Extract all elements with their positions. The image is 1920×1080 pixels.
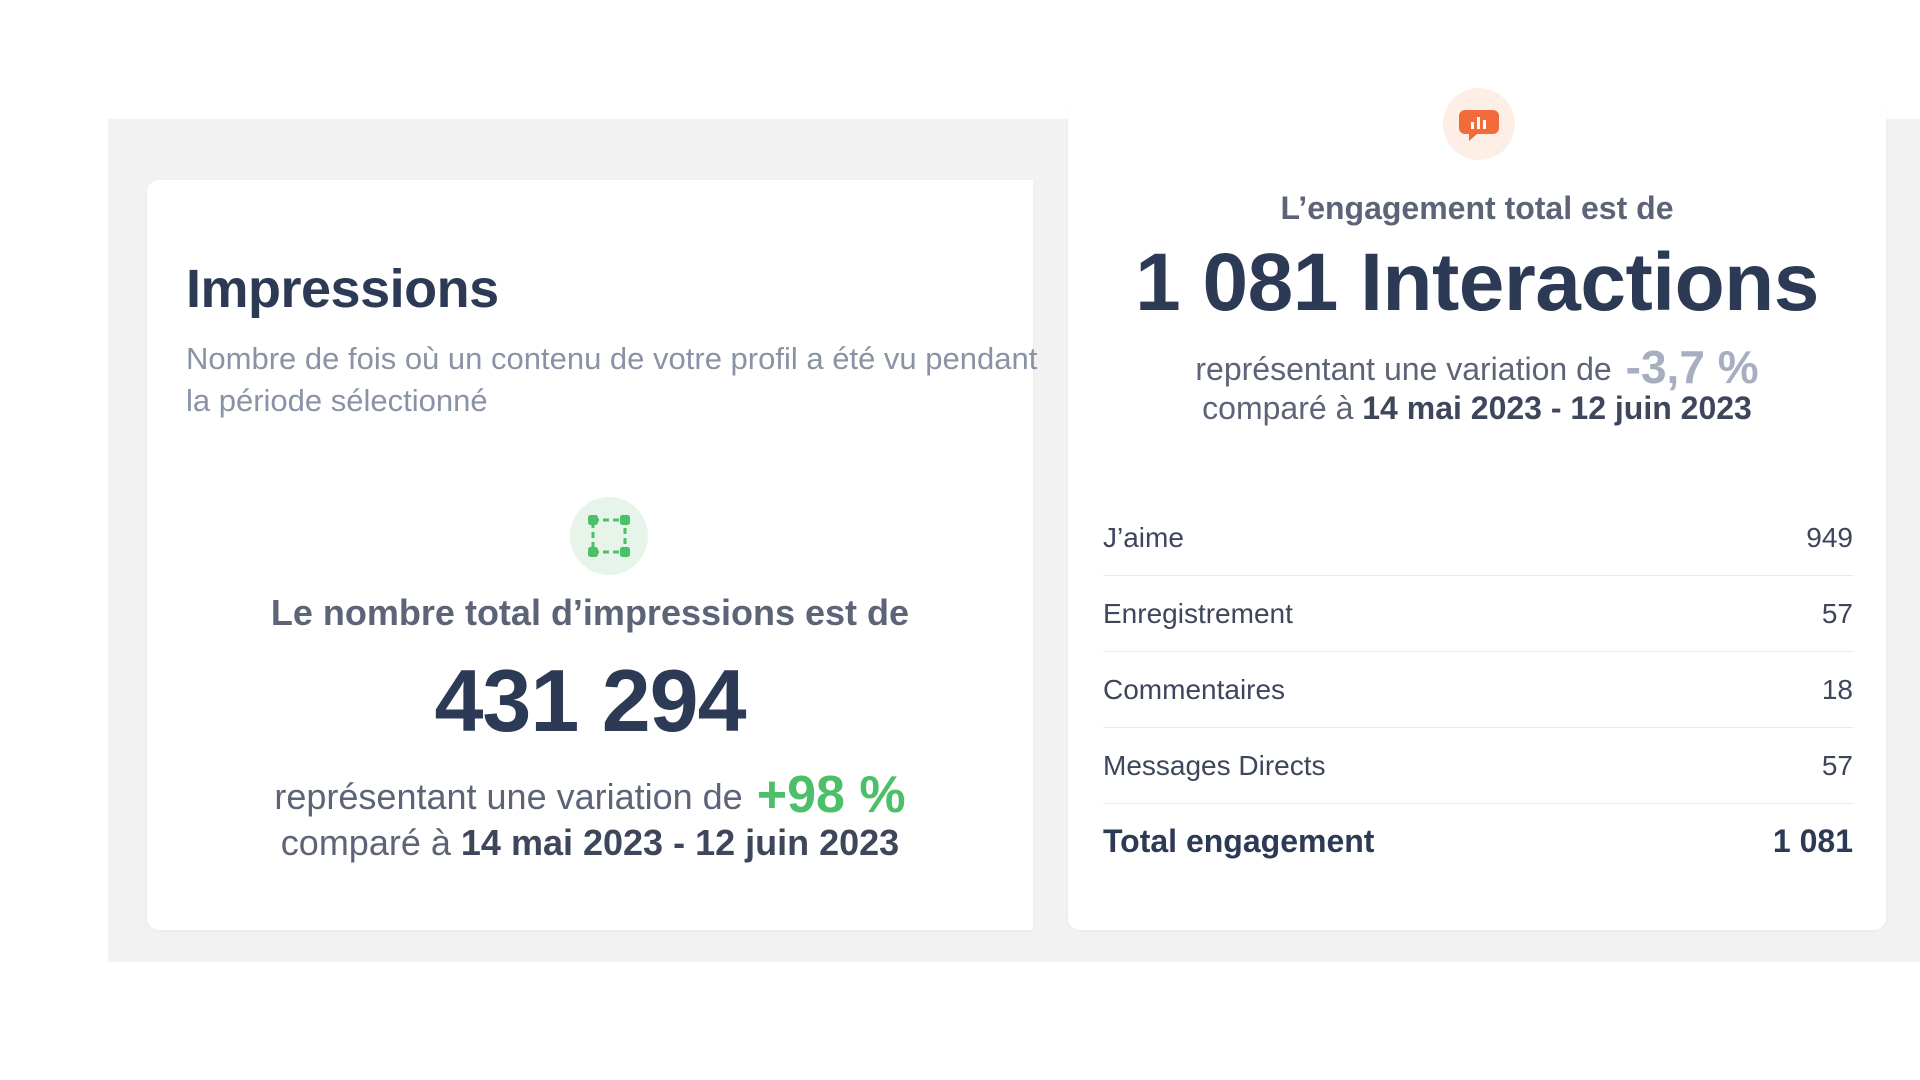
row-label-comments: Commentaires: [1103, 673, 1286, 705]
chat-bubble-chart-icon: [1443, 88, 1515, 160]
table-row: Enregistrement 57: [1103, 576, 1853, 652]
table-row-total: Total engagement 1 081: [1103, 804, 1853, 879]
impressions-total-value: 431 294: [434, 651, 746, 750]
engagement-lead: L’engagement total est de: [1280, 190, 1674, 226]
row-value-saves: 57: [1821, 597, 1853, 629]
engagement-variation-value: -3,7 %: [1625, 341, 1759, 393]
engagement-total-value: 1 081 Interactions: [1135, 237, 1819, 328]
row-label-direct-messages: Messages Directs: [1103, 749, 1326, 781]
table-row: Messages Directs 57: [1103, 728, 1853, 804]
total-engagement-label: Total engagement: [1103, 823, 1375, 859]
total-engagement-value: 1 081: [1772, 823, 1853, 859]
engagement-breakdown-table: J’aime 949 Enregistrement 57 Commentaire…: [1103, 500, 1853, 879]
impressions-compare-range: 14 mai 2023 - 12 juin 2023: [460, 822, 900, 863]
engagement-comparison: comparé à 14 mai 2023 - 12 juin 2023: [1068, 390, 1886, 427]
impressions-variation-value: +98 %: [756, 766, 906, 824]
engagement-variation-label: représentant une variation de: [1195, 351, 1612, 387]
selection-frame-icon: [570, 497, 648, 575]
engagement-variation: représentant une variation de -3,7 %: [1068, 340, 1886, 394]
row-value-comments: 18: [1821, 673, 1853, 705]
impressions-variation-label: représentant une variation de: [274, 776, 743, 817]
row-value-likes: 949: [1806, 521, 1853, 553]
impressions-variation: représentant une variation de +98 %: [147, 765, 1033, 825]
row-label-saves: Enregistrement: [1103, 597, 1293, 629]
impressions-lead: Le nombre total d’impressions est de: [270, 592, 910, 633]
impressions-card: Impressions Nombre de fois où un contenu…: [147, 180, 1037, 930]
table-row: J’aime 949: [1103, 500, 1853, 576]
engagement-compare-label: comparé à: [1202, 390, 1354, 426]
row-value-direct-messages: 57: [1821, 749, 1853, 781]
engagement-card: L’engagement total est de 1 081 Interact…: [1068, 88, 1886, 930]
impressions-title: Impressions: [186, 259, 499, 319]
impressions-description: Nombre de fois où un contenu de votre pr…: [186, 341, 1038, 418]
impressions-comparison: comparé à 14 mai 2023 - 12 juin 2023: [147, 822, 1033, 864]
engagement-compare-range: 14 mai 2023 - 12 juin 2023: [1362, 390, 1752, 426]
impressions-compare-label: comparé à: [280, 822, 451, 863]
table-row: Commentaires 18: [1103, 652, 1853, 728]
row-label-likes: J’aime: [1103, 521, 1184, 553]
